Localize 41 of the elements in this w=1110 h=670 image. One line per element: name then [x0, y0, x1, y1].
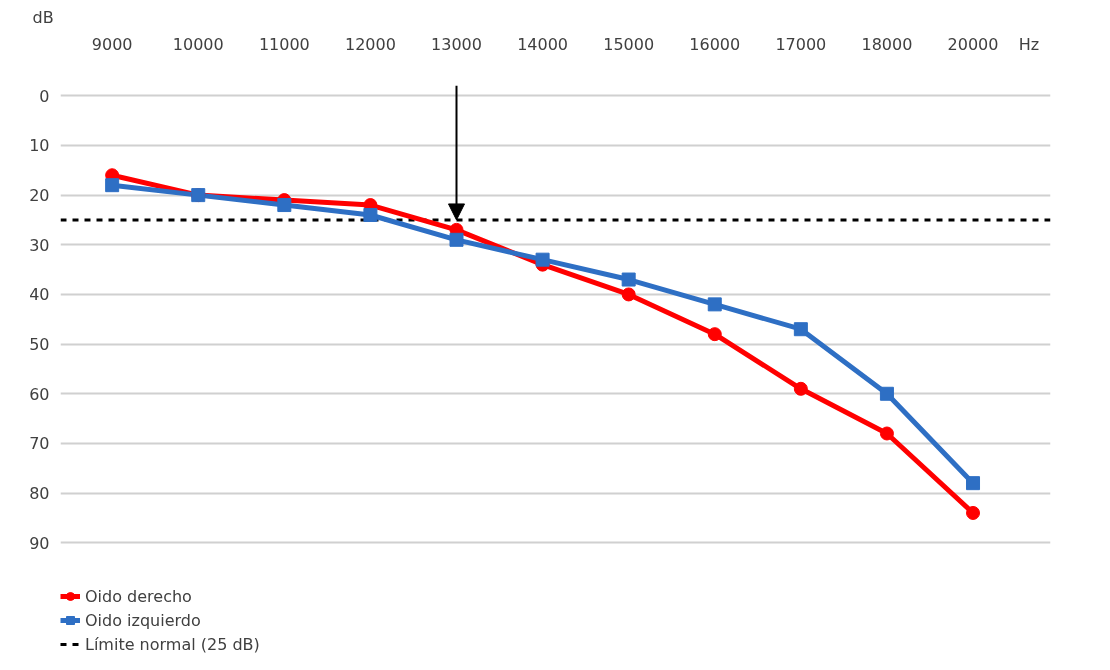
- point: [879, 426, 894, 441]
- point: [966, 476, 981, 491]
- y-tick-label: 70: [29, 434, 50, 454]
- point: [449, 232, 464, 247]
- point: [277, 198, 292, 213]
- legend-label: Oido derecho: [85, 586, 192, 606]
- x-tick-label: 13000: [431, 34, 482, 54]
- y-tick-label: 0: [39, 86, 50, 106]
- y-tick-label: 20: [29, 186, 50, 206]
- point: [621, 272, 636, 287]
- legend-label: Oido izquierdo: [85, 610, 201, 630]
- y-tick-label: 40: [29, 285, 50, 305]
- x-tick-label: 11000: [258, 34, 310, 54]
- x-axis-title: Hz: [1018, 34, 1040, 54]
- x-tick-label: 10000: [172, 34, 224, 54]
- x-tick-label: 17000: [775, 34, 827, 54]
- point: [707, 327, 722, 342]
- point: [879, 386, 894, 401]
- y-axis-title: dB: [32, 7, 54, 27]
- x-tick-label: 9000: [91, 34, 133, 54]
- y-tick-label: 90: [29, 533, 50, 553]
- y-tick-label: 50: [29, 335, 50, 355]
- x-tick-label: 12000: [344, 34, 396, 54]
- point: [793, 322, 808, 337]
- point: [535, 252, 550, 267]
- x-tick-label: 18000: [861, 34, 913, 54]
- x-tick-label: 14000: [517, 34, 569, 54]
- point: [966, 505, 981, 520]
- x-tick-label: 15000: [603, 34, 655, 54]
- y-tick-label: 30: [29, 235, 50, 255]
- point: [707, 297, 722, 312]
- x-tick-label: 20000: [947, 34, 999, 54]
- point: [105, 178, 120, 193]
- point: [363, 207, 378, 222]
- legend-label: Límite normal (25 dB): [85, 634, 260, 654]
- point: [621, 287, 636, 302]
- y-tick-label: 60: [29, 384, 50, 404]
- y-tick-label: 80: [29, 484, 50, 504]
- point: [793, 381, 808, 396]
- x-tick-label: 16000: [689, 34, 741, 54]
- y-tick-label: 10: [29, 136, 50, 156]
